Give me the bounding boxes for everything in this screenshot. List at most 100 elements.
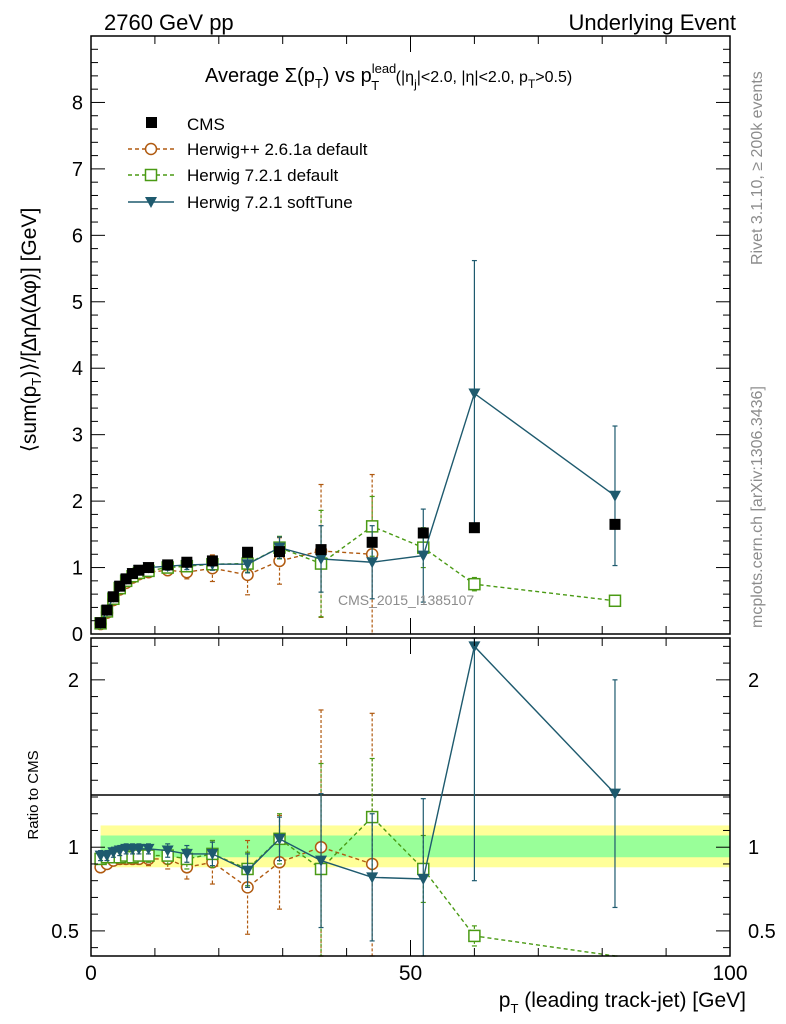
main-cms-point (101, 604, 113, 616)
main-cms-point (162, 559, 174, 571)
ratio-ytick-label: 0.5 (51, 921, 79, 943)
ratio-ytick-label: 2 (68, 670, 79, 692)
main-cms-point (114, 580, 126, 592)
title-sub2: T (371, 78, 379, 93)
header-left: 2760 GeV pp (104, 10, 234, 35)
ratio-herwig721-line (100, 816, 616, 957)
main-herwigpp-line (99, 550, 373, 625)
title-pre: Average Σ(p (205, 65, 315, 87)
ratio-softtune-point (132, 843, 145, 855)
legend-marker-cms (146, 117, 157, 128)
ratio-softtune-point (608, 788, 621, 800)
main-cms-point (417, 527, 429, 539)
ratio-softtune-point (161, 845, 174, 857)
ratio-softtune-point (273, 833, 286, 845)
chart-title: Average Σ(pT) vs plead T (|ηj|<2.0, |η|<2… (205, 61, 572, 93)
legend-entry-herwigpp: Herwig++ 2.6.1a default (128, 140, 368, 159)
main-herwig721-point (468, 577, 481, 591)
legend-marker-softtune (145, 197, 157, 208)
main-cms-point (181, 556, 193, 568)
legend-label-herwigpp: Herwig++ 2.6.1a default (187, 140, 368, 159)
main-ytick-label: 0 (72, 624, 83, 646)
main-herwig721-line (99, 525, 616, 624)
ratio-ytick-label-right: 0.5 (748, 921, 776, 943)
main-cms-point (206, 555, 218, 567)
ratio-herwig721-point (468, 929, 481, 943)
main-cms-point (143, 562, 155, 574)
main-ytick-label: 6 (72, 225, 83, 247)
main-ytick-label: 7 (72, 159, 83, 181)
main-cms-point (366, 536, 378, 548)
ratio-ytick-label: 1 (68, 837, 79, 859)
legend-marker-herwig721 (144, 168, 158, 182)
ratio-axes: 0.5 0.5 1 1 2 2 0 50 100 (51, 638, 776, 985)
main-ytick-label: 5 (72, 292, 83, 314)
x-axis-label: pT (leading track-jet) [GeV] (499, 989, 746, 1016)
main-ytick-label: 3 (72, 425, 83, 447)
ratio-softtune-point (315, 855, 328, 867)
main-cms-point (315, 544, 327, 556)
main-softtune-point (417, 550, 430, 562)
ratio-softtune-point (206, 848, 219, 860)
main-ytick-label: 2 (72, 491, 83, 513)
ratio-series-layer (94, 637, 621, 957)
ratio-softtune-point (366, 872, 379, 884)
legend-marker-herwigpp (144, 142, 158, 156)
ratio-softtune-point (417, 874, 430, 886)
ratio-softtune-point (241, 865, 254, 877)
main-frame (90, 35, 731, 635)
watermark: CMS_2015_I1385107 (338, 592, 474, 608)
ratio-ytick-label-right: 2 (748, 670, 759, 692)
main-softtune-point (608, 490, 621, 502)
main-ytick-label: 4 (72, 358, 83, 380)
main-softtune-line (99, 392, 616, 624)
ratio-softtune-point (468, 641, 481, 653)
main-softtune-point (468, 388, 481, 400)
legend: CMS Herwig++ 2.6.1a default Herwig 7.2.1… (128, 115, 368, 212)
mcplots-label: mcplots.cern.ch [arXiv:1306.3436] (749, 386, 766, 628)
main-ylabel: ⟨sum(pT)⟩/[∆η∆(∆φ)] [GeV] (18, 208, 44, 453)
main-cms-point (107, 591, 119, 603)
ratio-ylabel: Ratio to CMS (25, 750, 42, 839)
ratio-softtune-point (100, 850, 113, 862)
main-softtune-point (366, 557, 379, 569)
main-cms-point (468, 522, 480, 534)
main-cms-point (133, 564, 145, 576)
ratio-softtune-point (142, 843, 155, 855)
title-sup: lead (372, 61, 397, 76)
main-series-layer (94, 259, 622, 635)
ratio-band-inner (100, 835, 730, 858)
legend-label-herwig721: Herwig 7.2.1 default (187, 166, 338, 185)
legend-label-softtune: Herwig 7.2.1 softTune (187, 193, 353, 212)
main-cms-point (242, 546, 254, 558)
main-cms-point (127, 568, 139, 580)
legend-entry-cms: CMS (146, 115, 225, 134)
main-axes: 0 1 2 3 4 5 6 7 8 (72, 36, 731, 646)
rivet-label: Rivet 3.1.10, ≥ 200k events (749, 71, 766, 265)
title-post: (|η (391, 69, 414, 86)
header-right: Underlying Event (568, 10, 736, 35)
x-tick-label: 100 (712, 962, 747, 985)
ratio-softtune-point (180, 848, 193, 860)
main-herwig721-point (608, 594, 622, 608)
main-softtune-point (241, 559, 254, 571)
main-cms-point (609, 518, 621, 530)
legend-entry-softtune: Herwig 7.2.1 softTune (128, 193, 353, 212)
main-ytick-label: 1 (72, 558, 83, 580)
x-tick-label: 50 (399, 962, 422, 985)
title-post2: |<2.0, |η|<2.0, p (417, 69, 528, 86)
ratio-frame (90, 637, 731, 957)
main-softtune-point (315, 553, 328, 565)
title-mid: ) vs p (323, 65, 372, 87)
main-cms-point (120, 573, 132, 585)
legend-entry-herwig721: Herwig 7.2.1 default (128, 166, 338, 185)
title-sub4: T (528, 77, 536, 91)
ratio-ytick-label-right: 1 (748, 837, 759, 859)
x-tick-label: 0 (85, 962, 97, 985)
title-sub3: j (413, 77, 417, 91)
ratio-panel: 0.5 0.5 1 1 2 2 0 50 100 Ratio to CMS (25, 637, 776, 985)
main-cms-point (95, 617, 107, 629)
title-sub1: T (315, 76, 323, 91)
